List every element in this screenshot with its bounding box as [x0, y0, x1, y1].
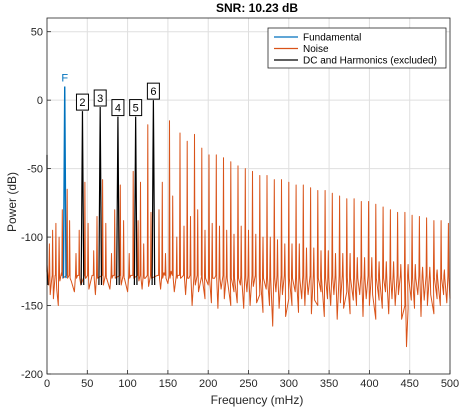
harmonic-peak-4: [133, 116, 138, 286]
x-tick-label: 50: [81, 378, 93, 390]
x-tick-label: 450: [401, 378, 419, 390]
x-axis-label: Frequency (mHz): [211, 393, 304, 407]
harmonic-peak-1: [80, 111, 85, 286]
peak-marker-box: [93, 89, 107, 107]
axes: 0 50 100 150 200 250 300 350 400 450 500500-50-100…: [21, 17, 459, 390]
peak-marker-label: 2: [79, 97, 85, 109]
y-tick-label: -50: [27, 164, 43, 176]
peak-marker-label: 3: [97, 93, 103, 105]
legend-entry: DC and Harmonics (excluded): [274, 56, 437, 67]
harmonic-peak-3: [116, 116, 120, 286]
grid-layer: [46, 18, 451, 375]
peak-markers: F 2 34 56: [61, 72, 160, 117]
fundamental-series: [62, 86, 67, 279]
y-tick-label: -150: [21, 301, 43, 313]
y-axis-label: Power (dB): [5, 172, 19, 232]
x-tick-label: 150: [159, 378, 177, 390]
peak-marker-box: [111, 99, 125, 117]
harmonic-peak-2: [98, 106, 103, 286]
legend-label: DC and Harmonics (excluded): [303, 56, 437, 67]
peak-marker-label: 6: [150, 86, 156, 98]
peak-marker-box: [146, 82, 160, 100]
x-tick-label: 250: [239, 378, 257, 390]
legend-label: Noise: [303, 44, 329, 55]
peak-marker-3: 3: [93, 89, 107, 107]
fundamental-peak: [62, 86, 67, 279]
peak-marker-2: 2: [75, 93, 89, 111]
x-tick-label: 350: [320, 378, 338, 390]
y-tick-label: 0: [37, 95, 43, 107]
legend-label: Fundamental: [303, 33, 361, 44]
peak-marker-label: F: [61, 72, 68, 84]
legend-entry: Noise: [274, 44, 329, 55]
peak-marker-label: 5: [133, 103, 139, 115]
x-tick-label: 200: [199, 378, 217, 390]
x-tick-label: 100: [118, 378, 136, 390]
peak-marker-F: F: [61, 72, 68, 84]
legend-entry: Fundamental: [274, 33, 361, 44]
y-tick-label: -200: [21, 369, 43, 381]
peak-marker-4: 4: [111, 99, 125, 117]
peak-marker-6: 6: [146, 82, 160, 100]
peak-marker-label: 4: [115, 103, 121, 115]
x-tick-label: 0: [44, 378, 50, 390]
peak-marker-5: 5: [129, 99, 143, 117]
y-tick-label: -100: [21, 232, 43, 244]
chart-title: SNR: 10.23 dB: [216, 1, 298, 15]
x-tick-label: 500: [441, 378, 459, 390]
x-tick-label: 400: [360, 378, 378, 390]
harmonic-peak-5: [151, 100, 156, 286]
noise-line: [46, 120, 451, 348]
peak-marker-box: [129, 99, 143, 117]
x-tick-label: 300: [280, 378, 298, 390]
noise-series: [46, 120, 451, 348]
y-tick-label: 50: [31, 27, 43, 39]
peak-marker-box: [75, 93, 89, 111]
